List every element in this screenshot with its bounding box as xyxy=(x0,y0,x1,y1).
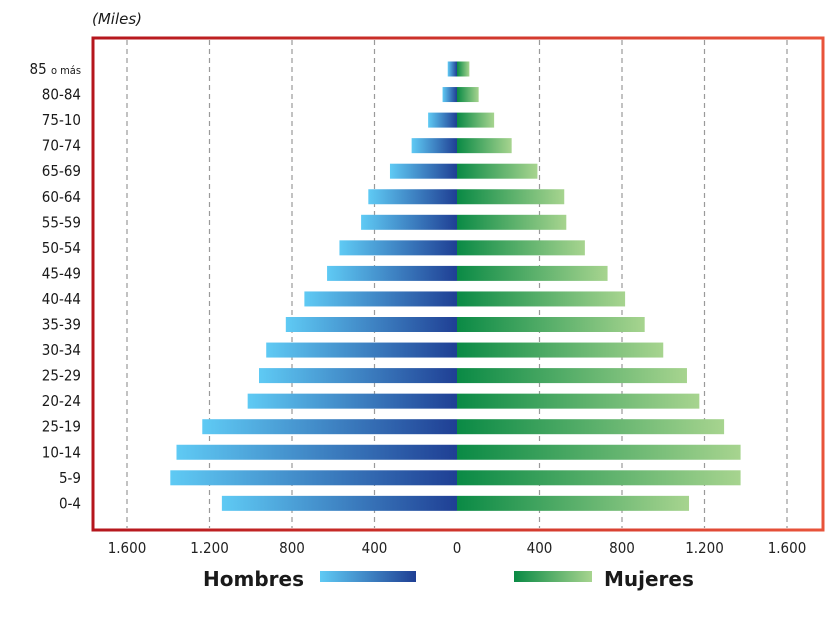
bar-hombres-16 xyxy=(170,470,457,486)
category-label: 0-4 xyxy=(59,494,81,512)
bar-hombres-10 xyxy=(285,317,457,332)
x-tick-labels: 1.600 1.200 800 400 0 400 800 1.200 1.600 xyxy=(108,539,807,557)
category-label: 10-14 xyxy=(42,443,81,461)
bar-mujeres-9 xyxy=(457,291,626,307)
bar-mujeres-7 xyxy=(457,240,585,256)
bar-mujeres-12 xyxy=(457,368,687,384)
category-label: 70-74 xyxy=(42,137,81,155)
bar-hombres-1 xyxy=(442,87,457,103)
bar-mujeres-15 xyxy=(457,444,741,460)
category-label: 30-34 xyxy=(42,341,81,359)
x-tick-label: 1.200 xyxy=(685,539,724,557)
bar-hombres-17 xyxy=(221,495,457,511)
x-tick-label: 400 xyxy=(362,539,388,557)
bar-mujeres-10 xyxy=(457,317,645,332)
bar-mujeres-13 xyxy=(457,393,700,409)
bar-mujeres-5 xyxy=(457,189,565,205)
category-label: 55-59 xyxy=(42,213,81,231)
bar-mujeres-6 xyxy=(457,214,567,230)
bar-hombres-14 xyxy=(202,419,457,435)
category-label: 75-10 xyxy=(42,111,81,129)
category-label: 65-69 xyxy=(42,162,81,180)
bar-hombres-9 xyxy=(304,291,457,307)
bar-mujeres-8 xyxy=(457,265,608,281)
legend-label-mujeres: Mujeres xyxy=(604,567,694,591)
category-label: 5-9 xyxy=(59,469,81,487)
category-label: 85 o más xyxy=(29,60,81,78)
category-label: 80-84 xyxy=(42,86,81,104)
bar-mujeres-2 xyxy=(457,112,495,128)
bar-hombres-11 xyxy=(266,342,457,358)
bar-mujeres-4 xyxy=(457,163,538,179)
grid-lines xyxy=(126,40,788,528)
category-label: 25-29 xyxy=(42,367,81,385)
bar-hombres-6 xyxy=(361,214,457,230)
bar-hombres-5 xyxy=(368,189,457,205)
category-labels: 85 o más 80-84 75-10 70-74 65-69 60-64 55-59 50… xyxy=(29,60,81,512)
bar-hombres-4 xyxy=(389,163,457,179)
legend-label-hombres: Hombres xyxy=(203,567,304,591)
category-label: 40-44 xyxy=(42,290,81,308)
bar-mujeres-17 xyxy=(457,495,690,511)
x-tick-label: 1.600 xyxy=(768,539,807,557)
bar-hombres-0 xyxy=(447,61,457,77)
bar-hombres-7 xyxy=(339,240,457,256)
category-label: 35-39 xyxy=(42,316,81,334)
x-tick-label: 1.600 xyxy=(108,539,147,557)
x-tick-label: 400 xyxy=(527,539,553,557)
bar-hombres-2 xyxy=(428,112,457,128)
plot-frame xyxy=(91,36,825,532)
category-label: 25-19 xyxy=(42,418,81,436)
x-tick-label: 1.200 xyxy=(190,539,229,557)
bar-mujeres-0 xyxy=(457,61,470,77)
category-label: 50-54 xyxy=(42,239,81,257)
bar-hombres-12 xyxy=(259,368,457,384)
legend: Hombres Mujeres xyxy=(203,567,694,591)
category-label: 20-24 xyxy=(42,392,81,410)
bar-hombres-8 xyxy=(327,265,457,281)
x-tick-label: 0 xyxy=(453,539,462,557)
bar-mujeres-11 xyxy=(457,342,664,358)
bar-hombres-13 xyxy=(247,393,457,409)
bar-hombres-3 xyxy=(411,138,457,154)
x-tick-label: 800 xyxy=(609,539,635,557)
legend-swatch-hombres xyxy=(320,571,416,582)
bars-mujeres xyxy=(457,61,741,511)
bar-mujeres-3 xyxy=(457,138,512,154)
bar-mujeres-14 xyxy=(457,419,725,435)
unit-label: (Miles) xyxy=(92,10,142,28)
bar-hombres-15 xyxy=(176,444,457,460)
bar-mujeres-16 xyxy=(457,470,741,486)
legend-swatch-mujeres xyxy=(514,571,592,582)
x-tick-label: 800 xyxy=(279,539,305,557)
bars-hombres xyxy=(170,61,457,511)
category-label: 60-64 xyxy=(42,188,81,206)
bar-mujeres-1 xyxy=(457,87,479,103)
category-label: 45-49 xyxy=(42,264,81,282)
